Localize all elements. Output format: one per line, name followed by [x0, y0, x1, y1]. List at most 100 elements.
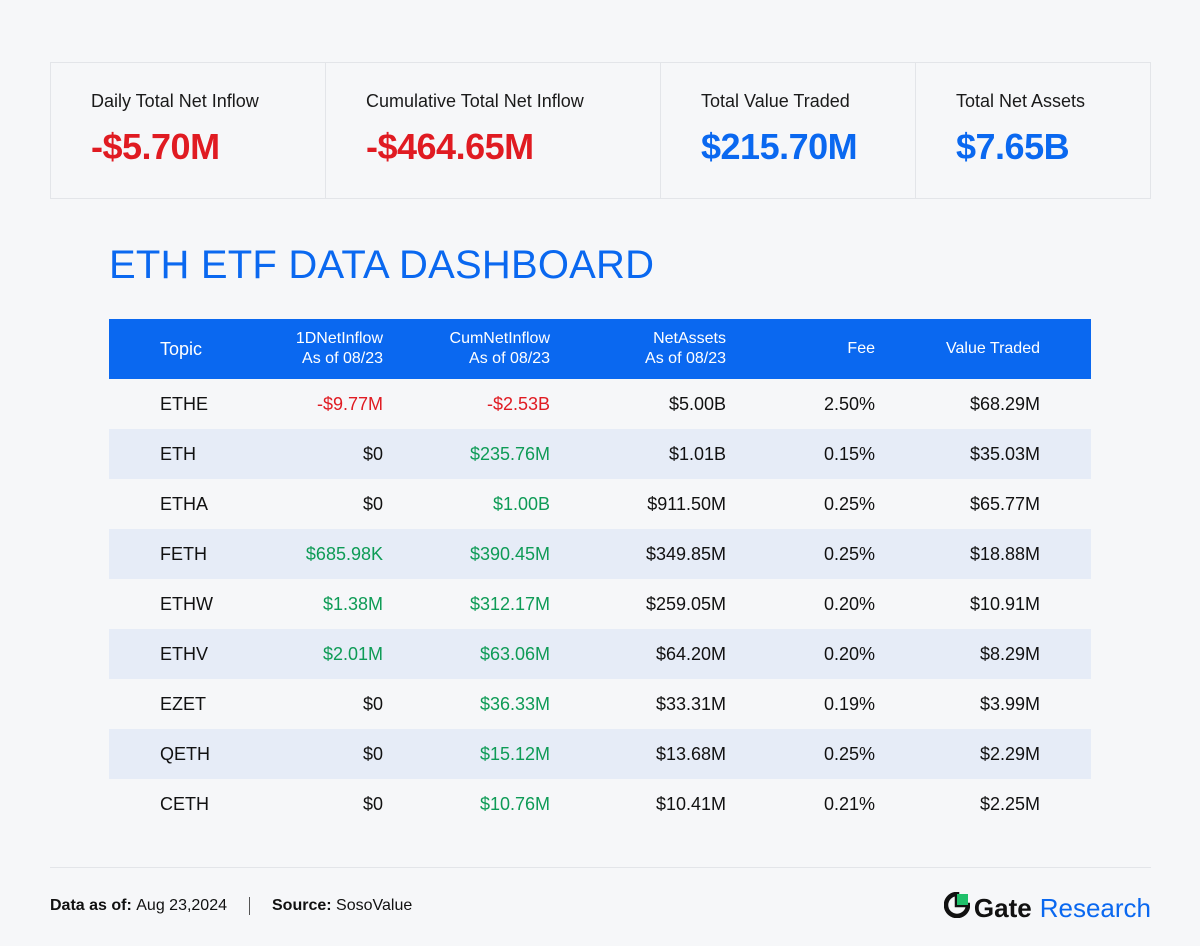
table-row: EZET $0 $36.33M $33.31M 0.19% $3.99M: [109, 679, 1091, 729]
cell-value-traded: $68.29M: [969, 393, 1040, 414]
brand-logo: Gate Research: [943, 891, 1151, 925]
cell-net-assets: $259.05M: [645, 593, 726, 614]
table-row: CETH $0 $10.76M $10.41M 0.21% $2.25M: [109, 779, 1091, 829]
cell-net-assets: $349.85M: [645, 543, 726, 564]
header-line: As of 08/23: [645, 350, 726, 367]
cell-net-assets: $64.20M: [655, 643, 726, 664]
table-row: ETHV $2.01M $63.06M $64.20M 0.20% $8.29M: [109, 629, 1091, 679]
cell-value-traded: $8.29M: [979, 643, 1040, 664]
cell-1d-net-inflow: $0: [362, 493, 383, 514]
cell-value-traded: $10.91M: [969, 593, 1040, 614]
cell-cum-net-inflow: $235.76M: [469, 443, 550, 464]
header-line: NetAssets: [653, 330, 726, 347]
cell-net-assets: $10.41M: [655, 793, 726, 814]
table-row: ETHE -$9.77M -$2.53B $5.00B 2.50% $68.29M: [109, 379, 1091, 429]
cell-topic: ETHE: [160, 393, 209, 414]
header-line: Fee: [847, 340, 875, 357]
date-label: Data as of:: [50, 897, 132, 914]
header-line: As of 08/23: [302, 350, 383, 367]
etf-table: Topic 1DNetInflow As of 08/23 CumNetInfl…: [109, 319, 1091, 829]
brand-gate: Gate: [973, 893, 1032, 923]
cell-value-traded: $18.88M: [969, 543, 1040, 564]
header-line: CumNetInflow: [449, 330, 550, 347]
header-value-traded: Value Traded: [875, 319, 1040, 379]
cell-value-traded: $65.77M: [969, 493, 1040, 514]
cell-net-assets: $5.00B: [668, 393, 726, 414]
cell-cum-net-inflow: $63.06M: [479, 643, 550, 664]
cell-topic: ETHV: [160, 643, 209, 664]
stat-label: Daily Total Net Inflow: [91, 91, 259, 111]
cell-value-traded: $2.25M: [979, 793, 1040, 814]
cell-value-traded: $2.29M: [979, 743, 1040, 764]
cell-fee: 0.25%: [823, 543, 875, 564]
cell-topic: ETHW: [160, 593, 213, 614]
source-value: SosoValue: [336, 897, 413, 914]
cell-fee: 0.15%: [823, 443, 875, 464]
cell-cum-net-inflow: $390.45M: [469, 543, 550, 564]
stat-value: $215.70M: [701, 126, 858, 167]
stat-total-net-assets: Total Net Assets $7.65B: [916, 63, 1150, 198]
summary-stats: Daily Total Net Inflow -$5.70M Cumulativ…: [50, 62, 1151, 199]
gate-logo-icon: [943, 891, 971, 925]
header-1d-net-inflow: 1DNetInflow As of 08/23: [249, 319, 383, 379]
stat-daily-net-inflow: Daily Total Net Inflow -$5.70M: [51, 63, 326, 198]
cell-cum-net-inflow: $312.17M: [469, 593, 550, 614]
brand-research: Research: [1039, 893, 1151, 923]
stat-label: Cumulative Total Net Inflow: [366, 91, 584, 111]
header-topic: Topic: [109, 319, 249, 379]
footer-separator: [249, 897, 250, 915]
cell-net-assets: $911.50M: [647, 493, 726, 514]
cell-fee: 0.20%: [823, 593, 875, 614]
stat-label: Total Value Traded: [701, 91, 850, 111]
cell-fee: 0.20%: [823, 643, 875, 664]
cell-cum-net-inflow: $36.33M: [479, 693, 550, 714]
cell-net-assets: $13.68M: [655, 743, 726, 764]
cell-cum-net-inflow: $15.12M: [479, 743, 550, 764]
cell-topic: ETH: [160, 443, 196, 464]
cell-fee: 0.25%: [823, 493, 875, 514]
stat-cumulative-net-inflow: Cumulative Total Net Inflow -$464.65M: [326, 63, 661, 198]
table-body: ETHE -$9.77M -$2.53B $5.00B 2.50% $68.29M ETH $…: [109, 379, 1091, 829]
stat-total-value-traded: Total Value Traded $215.70M: [661, 63, 916, 198]
cell-net-assets: $1.01B: [668, 443, 726, 464]
stat-value: -$5.70M: [91, 126, 220, 167]
table-row: FETH $685.98K $390.45M $349.85M 0.25% $18.88M: [109, 529, 1091, 579]
cell-topic: CETH: [160, 793, 209, 814]
cell-fee: 2.50%: [823, 393, 875, 414]
cell-fee: 0.19%: [823, 693, 875, 714]
footer-divider: [50, 867, 1151, 868]
header-cum-net-inflow: CumNetInflow As of 08/23: [383, 319, 550, 379]
cell-cum-net-inflow: $1.00B: [492, 493, 550, 514]
cell-1d-net-inflow: $0: [362, 793, 383, 814]
cell-topic: EZET: [160, 693, 207, 714]
cell-value-traded: $35.03M: [969, 443, 1040, 464]
cell-1d-net-inflow: $685.98K: [305, 543, 383, 564]
cell-fee: 0.25%: [823, 743, 875, 764]
header-line: As of 08/23: [469, 350, 550, 367]
cell-topic: FETH: [160, 543, 207, 564]
cell-1d-net-inflow: $0: [362, 743, 383, 764]
header-line: 1DNetInflow: [295, 330, 383, 347]
table-row: ETH $0 $235.76M $1.01B 0.15% $35.03M: [109, 429, 1091, 479]
cell-1d-net-inflow: $0: [362, 693, 383, 714]
cell-value-traded: $3.99M: [979, 693, 1040, 714]
header-topic-label: Topic: [160, 339, 203, 359]
table-row: QETH $0 $15.12M $13.68M 0.25% $2.29M: [109, 729, 1091, 779]
cell-1d-net-inflow: $2.01M: [322, 643, 383, 664]
stat-value: -$464.65M: [366, 126, 534, 167]
header-line: Value Traded: [946, 340, 1040, 357]
date-value: Aug 23,2024: [136, 897, 227, 914]
cell-cum-net-inflow: $10.76M: [479, 793, 550, 814]
header-fee: Fee: [726, 319, 875, 379]
cell-topic: QETH: [160, 743, 211, 764]
cell-1d-net-inflow: -$9.77M: [316, 393, 383, 414]
dashboard-title: ETH ETF DATA DASHBOARD: [109, 243, 655, 287]
stat-value: $7.65B: [956, 126, 1070, 167]
header-net-assets: NetAssets As of 08/23: [550, 319, 726, 379]
table-header: Topic 1DNetInflow As of 08/23 CumNetInfl…: [109, 319, 1091, 379]
cell-net-assets: $33.31M: [655, 693, 726, 714]
cell-cum-net-inflow: -$2.53B: [486, 393, 550, 414]
table-row: ETHA $0 $1.00B $911.50M 0.25% $65.77M: [109, 479, 1091, 529]
source-label: Source:: [272, 897, 332, 914]
table-row: ETHW $1.38M $312.17M $259.05M 0.20% $10.91M: [109, 579, 1091, 629]
